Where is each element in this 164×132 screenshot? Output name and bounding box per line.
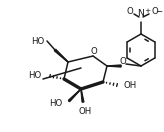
Text: O: O xyxy=(127,8,133,16)
Text: OH: OH xyxy=(78,107,92,116)
Text: −: − xyxy=(155,6,163,15)
Text: O: O xyxy=(120,58,126,67)
Text: O: O xyxy=(91,48,97,56)
Text: N: N xyxy=(138,9,144,18)
Polygon shape xyxy=(68,89,81,102)
Text: HO: HO xyxy=(49,100,62,109)
Polygon shape xyxy=(54,49,68,62)
Text: HO: HO xyxy=(31,37,45,46)
Polygon shape xyxy=(81,89,84,102)
Text: HO: HO xyxy=(28,72,41,81)
Text: OH: OH xyxy=(124,81,137,89)
Text: O: O xyxy=(152,8,158,16)
Polygon shape xyxy=(107,65,121,67)
Text: +: + xyxy=(144,8,150,14)
